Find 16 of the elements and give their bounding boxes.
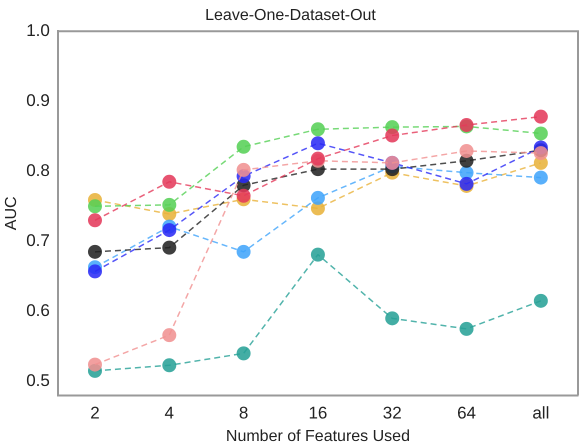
- y-axis-title: AUC: [3, 196, 20, 230]
- y-tick-label: 1.0: [26, 20, 50, 40]
- x-tick-label: all: [532, 403, 550, 422]
- y-tick-label: 0.8: [26, 160, 50, 180]
- x-tick-label: 64: [457, 403, 476, 422]
- x-tick-label: 16: [308, 403, 328, 422]
- y-tick-label: 0.6: [26, 301, 50, 320]
- x-tick-label: 32: [382, 403, 402, 422]
- chart-title: Leave-One-Dataset-Out: [205, 7, 376, 24]
- y-tick-label: 0.7: [26, 231, 50, 250]
- x-axis-title: Number of Features Used: [226, 428, 410, 445]
- y-tick-label: 0.9: [26, 90, 50, 110]
- x-tick-label: 8: [238, 403, 248, 422]
- y-tick-label: 0.5: [26, 371, 50, 390]
- x-tick-label: 2: [90, 403, 100, 422]
- x-tick-label: 4: [164, 403, 174, 422]
